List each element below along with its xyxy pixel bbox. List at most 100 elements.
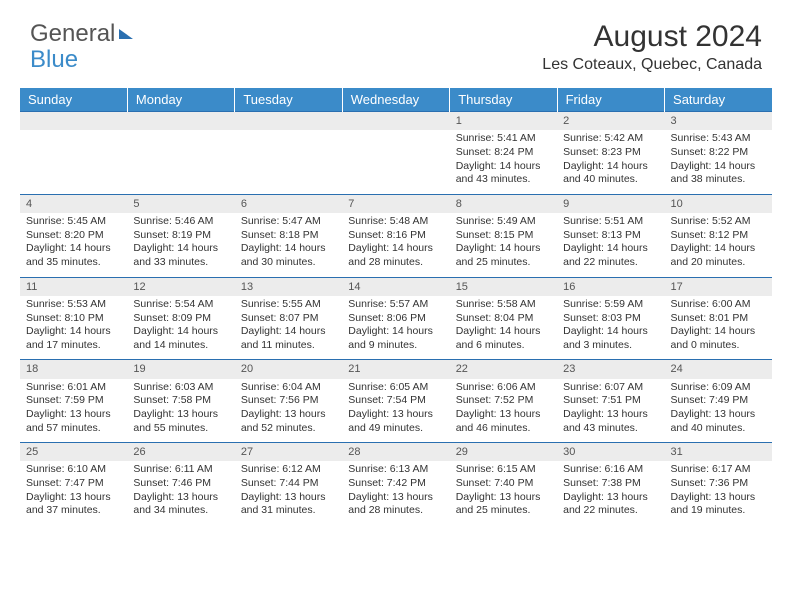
day-number-cell [127, 112, 234, 131]
sun-info-line: and 25 minutes. [456, 504, 551, 518]
sun-info-line: and 22 minutes. [563, 256, 658, 270]
sun-info-line: Daylight: 14 hours [671, 242, 766, 256]
day-detail-cell: Sunrise: 5:42 AMSunset: 8:23 PMDaylight:… [557, 130, 664, 194]
sun-info-line: Sunset: 7:52 PM [456, 394, 551, 408]
sun-info-line: Sunset: 8:07 PM [241, 312, 336, 326]
sun-info-line: Daylight: 14 hours [456, 325, 551, 339]
sun-info-line: Daylight: 14 hours [133, 325, 228, 339]
day-number-cell [20, 112, 127, 131]
sun-info-line: Sunset: 7:44 PM [241, 477, 336, 491]
day-detail-cell: Sunrise: 6:01 AMSunset: 7:59 PMDaylight:… [20, 379, 127, 443]
day-number-cell: 23 [557, 360, 664, 379]
sun-info-line: and 28 minutes. [348, 504, 443, 518]
day-header-row: Sunday Monday Tuesday Wednesday Thursday… [20, 88, 772, 112]
day-number-cell: 29 [450, 443, 557, 462]
sun-info-line: and 11 minutes. [241, 339, 336, 353]
day-number-cell: 22 [450, 360, 557, 379]
day-detail-cell: Sunrise: 5:52 AMSunset: 8:12 PMDaylight:… [665, 213, 772, 277]
location-text: Les Coteaux, Quebec, Canada [542, 56, 762, 74]
day-number-cell: 20 [235, 360, 342, 379]
day-detail-cell: Sunrise: 6:00 AMSunset: 8:01 PMDaylight:… [665, 296, 772, 360]
sun-info-line: and 49 minutes. [348, 422, 443, 436]
sun-info-line: Daylight: 13 hours [133, 408, 228, 422]
sun-info-line: Daylight: 13 hours [348, 491, 443, 505]
day-detail-cell: Sunrise: 6:10 AMSunset: 7:47 PMDaylight:… [20, 461, 127, 525]
day-detail-cell: Sunrise: 5:54 AMSunset: 8:09 PMDaylight:… [127, 296, 234, 360]
sun-info-line: Sunset: 7:59 PM [26, 394, 121, 408]
day-header: Saturday [665, 88, 772, 112]
day-number-cell: 1 [450, 112, 557, 131]
sun-info-line: and 57 minutes. [26, 422, 121, 436]
sun-info-line: and 37 minutes. [26, 504, 121, 518]
sun-info-line: Sunset: 8:19 PM [133, 229, 228, 243]
sun-info-line: Daylight: 13 hours [133, 491, 228, 505]
sun-info-line: Sunrise: 6:07 AM [563, 381, 658, 395]
sun-info-line: Daylight: 13 hours [456, 491, 551, 505]
day-number-cell: 18 [20, 360, 127, 379]
sun-info-line: Daylight: 14 hours [563, 242, 658, 256]
day-detail-row: Sunrise: 5:41 AMSunset: 8:24 PMDaylight:… [20, 130, 772, 194]
sun-info-line: Sunrise: 5:59 AM [563, 298, 658, 312]
sun-info-line: Daylight: 14 hours [133, 242, 228, 256]
sun-info-line: Sunset: 7:47 PM [26, 477, 121, 491]
sun-info-line: Sunset: 7:40 PM [456, 477, 551, 491]
sun-info-line: and 28 minutes. [348, 256, 443, 270]
day-number-cell: 25 [20, 443, 127, 462]
day-number-cell: 16 [557, 277, 664, 296]
day-detail-cell: Sunrise: 6:15 AMSunset: 7:40 PMDaylight:… [450, 461, 557, 525]
sun-info-line: Daylight: 13 hours [241, 408, 336, 422]
sun-info-line: Daylight: 14 hours [671, 160, 766, 174]
sun-info-line: Sunset: 8:22 PM [671, 146, 766, 160]
day-detail-cell: Sunrise: 6:09 AMSunset: 7:49 PMDaylight:… [665, 379, 772, 443]
sun-info-line: Daylight: 14 hours [671, 325, 766, 339]
sun-info-line: and 31 minutes. [241, 504, 336, 518]
day-number-cell: 12 [127, 277, 234, 296]
day-detail-cell: Sunrise: 6:17 AMSunset: 7:36 PMDaylight:… [665, 461, 772, 525]
sun-info-line: Daylight: 13 hours [26, 408, 121, 422]
day-detail-row: Sunrise: 5:53 AMSunset: 8:10 PMDaylight:… [20, 296, 772, 360]
sun-info-line: and 6 minutes. [456, 339, 551, 353]
day-number-cell: 15 [450, 277, 557, 296]
sun-info-line: Daylight: 13 hours [671, 408, 766, 422]
sun-info-line: Sunset: 7:46 PM [133, 477, 228, 491]
sun-info-line: and 46 minutes. [456, 422, 551, 436]
sun-info-line: and 38 minutes. [671, 173, 766, 187]
sun-info-line: and 55 minutes. [133, 422, 228, 436]
sun-info-line: Sunrise: 5:47 AM [241, 215, 336, 229]
day-number-cell: 30 [557, 443, 664, 462]
sun-info-line: and 20 minutes. [671, 256, 766, 270]
day-detail-cell: Sunrise: 6:05 AMSunset: 7:54 PMDaylight:… [342, 379, 449, 443]
day-detail-cell: Sunrise: 5:55 AMSunset: 8:07 PMDaylight:… [235, 296, 342, 360]
day-detail-cell: Sunrise: 6:11 AMSunset: 7:46 PMDaylight:… [127, 461, 234, 525]
day-number-cell: 31 [665, 443, 772, 462]
sun-info-line: and 14 minutes. [133, 339, 228, 353]
sun-info-line: and 25 minutes. [456, 256, 551, 270]
sun-info-line: and 9 minutes. [348, 339, 443, 353]
day-detail-cell [342, 130, 449, 194]
sun-info-line: Sunset: 7:51 PM [563, 394, 658, 408]
sun-info-line: Daylight: 14 hours [241, 242, 336, 256]
sun-info-line: Daylight: 14 hours [456, 242, 551, 256]
day-detail-cell: Sunrise: 6:04 AMSunset: 7:56 PMDaylight:… [235, 379, 342, 443]
sun-info-line: Sunrise: 5:55 AM [241, 298, 336, 312]
sun-info-line: Sunset: 7:56 PM [241, 394, 336, 408]
sun-info-line: and 22 minutes. [563, 504, 658, 518]
sun-info-line: Sunrise: 6:05 AM [348, 381, 443, 395]
sun-info-line: Sunrise: 6:10 AM [26, 463, 121, 477]
sun-info-line: Sunrise: 5:48 AM [348, 215, 443, 229]
day-detail-cell [127, 130, 234, 194]
day-number-cell: 28 [342, 443, 449, 462]
day-number-cell: 8 [450, 194, 557, 213]
day-detail-row: Sunrise: 5:45 AMSunset: 8:20 PMDaylight:… [20, 213, 772, 277]
day-number-cell: 6 [235, 194, 342, 213]
sun-info-line: Sunrise: 5:57 AM [348, 298, 443, 312]
sun-info-line: Sunset: 8:12 PM [671, 229, 766, 243]
day-detail-cell: Sunrise: 6:13 AMSunset: 7:42 PMDaylight:… [342, 461, 449, 525]
brand-part2: Blue [30, 46, 78, 74]
day-number-cell: 21 [342, 360, 449, 379]
sun-info-line: Sunset: 8:23 PM [563, 146, 658, 160]
sun-info-line: and 40 minutes. [671, 422, 766, 436]
sun-info-line: Daylight: 13 hours [456, 408, 551, 422]
day-number-cell: 17 [665, 277, 772, 296]
sun-info-line: Daylight: 13 hours [563, 408, 658, 422]
